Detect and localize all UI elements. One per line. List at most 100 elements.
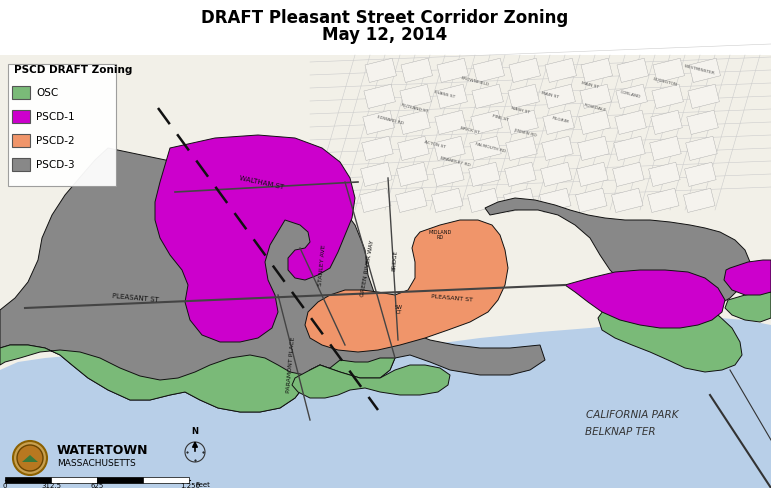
Polygon shape <box>565 270 725 328</box>
Bar <box>648 188 679 212</box>
Bar <box>611 188 643 212</box>
Bar <box>653 58 685 82</box>
Bar <box>467 188 499 212</box>
Bar <box>473 58 504 82</box>
Bar <box>507 110 538 135</box>
Bar <box>544 84 575 108</box>
Bar <box>650 136 682 161</box>
Bar <box>579 110 611 135</box>
Bar <box>398 136 429 161</box>
Polygon shape <box>0 345 395 412</box>
Bar <box>504 162 536 186</box>
Bar <box>685 136 717 161</box>
Bar <box>12 110 30 123</box>
Bar <box>472 84 503 108</box>
Bar <box>687 110 719 135</box>
Polygon shape <box>155 135 355 342</box>
Text: PSCD DRAFT Zoning: PSCD DRAFT Zoning <box>14 65 133 75</box>
Polygon shape <box>305 220 508 352</box>
Bar <box>97 477 143 483</box>
Polygon shape <box>0 148 545 412</box>
Text: PILGRIM: PILGRIM <box>551 116 569 124</box>
Bar <box>540 188 571 212</box>
Bar <box>51 477 97 483</box>
Bar <box>361 162 392 186</box>
Bar <box>399 110 430 135</box>
Text: PSCD-2: PSCD-2 <box>36 136 75 145</box>
Bar <box>614 136 645 161</box>
Polygon shape <box>0 55 771 440</box>
Bar <box>436 84 467 108</box>
Bar <box>616 84 648 108</box>
Text: PSCD-3: PSCD-3 <box>36 160 75 169</box>
Bar <box>434 136 465 161</box>
Bar <box>577 162 608 186</box>
Text: LEXINGTON: LEXINGTON <box>652 77 678 87</box>
Polygon shape <box>292 365 450 398</box>
Bar <box>508 84 540 108</box>
Bar <box>359 188 391 212</box>
Text: N: N <box>191 427 198 436</box>
Bar <box>542 136 573 161</box>
Bar <box>575 188 607 212</box>
Bar <box>688 84 719 108</box>
Bar <box>503 188 535 212</box>
Text: GREEN RIVER WAY: GREEN RIVER WAY <box>361 239 375 297</box>
Text: ROSEDALE: ROSEDALE <box>584 103 607 113</box>
Text: 0: 0 <box>3 483 7 488</box>
Text: BELKNAP TER: BELKNAP TER <box>584 427 655 437</box>
Bar <box>364 84 396 108</box>
Text: PARAMONT PLACE: PARAMONT PLACE <box>286 337 296 393</box>
Bar <box>401 58 433 82</box>
Polygon shape <box>485 198 750 312</box>
Text: MIDLAND
RD: MIDLAND RD <box>429 229 452 241</box>
Text: MAIN ST: MAIN ST <box>540 91 559 99</box>
Bar <box>470 136 501 161</box>
Bar <box>506 136 537 161</box>
Bar <box>543 110 574 135</box>
Bar <box>471 110 503 135</box>
Bar <box>396 188 427 212</box>
Text: 625: 625 <box>90 483 103 488</box>
Text: JENSEN RD: JENSEN RD <box>513 128 537 138</box>
Text: MAIN ST: MAIN ST <box>581 81 599 89</box>
Text: BRICK ST: BRICK ST <box>460 126 480 134</box>
Text: 1,250: 1,250 <box>180 483 200 488</box>
Bar <box>435 110 466 135</box>
Text: EVANS ST: EVANS ST <box>434 90 456 100</box>
Bar <box>648 162 680 186</box>
Text: PSCD-1: PSCD-1 <box>36 111 75 122</box>
Bar <box>651 110 682 135</box>
Polygon shape <box>22 455 38 462</box>
Bar <box>12 86 30 99</box>
Bar <box>400 84 432 108</box>
Bar <box>652 84 683 108</box>
Bar <box>577 136 609 161</box>
Text: ACTON ST: ACTON ST <box>424 141 446 150</box>
Text: RUTLAND ST: RUTLAND ST <box>401 103 429 113</box>
Text: May 12, 2014: May 12, 2014 <box>322 26 448 44</box>
Bar <box>545 58 577 82</box>
Bar <box>580 84 611 108</box>
Bar <box>143 477 189 483</box>
Bar <box>540 162 572 186</box>
Text: STANLEY AVE: STANLEY AVE <box>318 244 326 286</box>
Bar <box>437 58 469 82</box>
Bar <box>432 188 463 212</box>
Bar <box>581 58 612 82</box>
Bar <box>689 58 721 82</box>
Text: MASSACHUSETTS: MASSACHUSETTS <box>57 460 136 468</box>
Bar <box>8 64 116 186</box>
Polygon shape <box>0 318 771 488</box>
Bar <box>469 162 500 186</box>
Bar <box>684 188 715 212</box>
Text: BROWNFIELD: BROWNFIELD <box>460 77 490 87</box>
Text: WATERTOWN: WATERTOWN <box>57 445 149 458</box>
Polygon shape <box>598 295 742 372</box>
Circle shape <box>13 441 47 475</box>
Bar <box>433 162 464 186</box>
Bar <box>12 134 30 147</box>
Bar <box>362 136 393 161</box>
Text: NASH ST: NASH ST <box>510 106 530 114</box>
Text: CALIFORNIA PARK: CALIFORNIA PARK <box>586 410 678 420</box>
